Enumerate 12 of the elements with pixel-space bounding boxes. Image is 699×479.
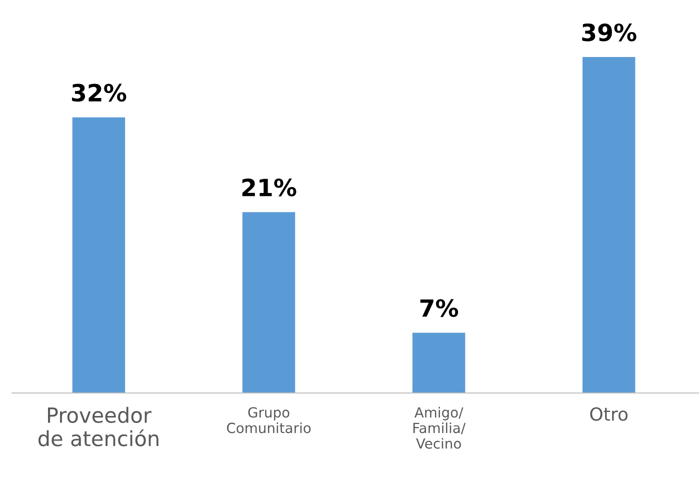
x-tick-label: Grupo Comunitario xyxy=(226,407,311,434)
x-tick-label: Otro xyxy=(590,407,628,421)
bar xyxy=(582,57,636,393)
data-label: 21% xyxy=(242,178,296,196)
data-label: 39% xyxy=(582,23,636,42)
x-tick-label: Proveedor de atención xyxy=(38,406,158,446)
data-label: 32% xyxy=(72,84,126,102)
bar xyxy=(72,117,126,393)
x-tick-label: Amigo/ Familia/ Vecino xyxy=(413,406,466,449)
data-label: 7% xyxy=(420,299,458,318)
bar xyxy=(412,332,466,393)
bar xyxy=(242,212,296,393)
